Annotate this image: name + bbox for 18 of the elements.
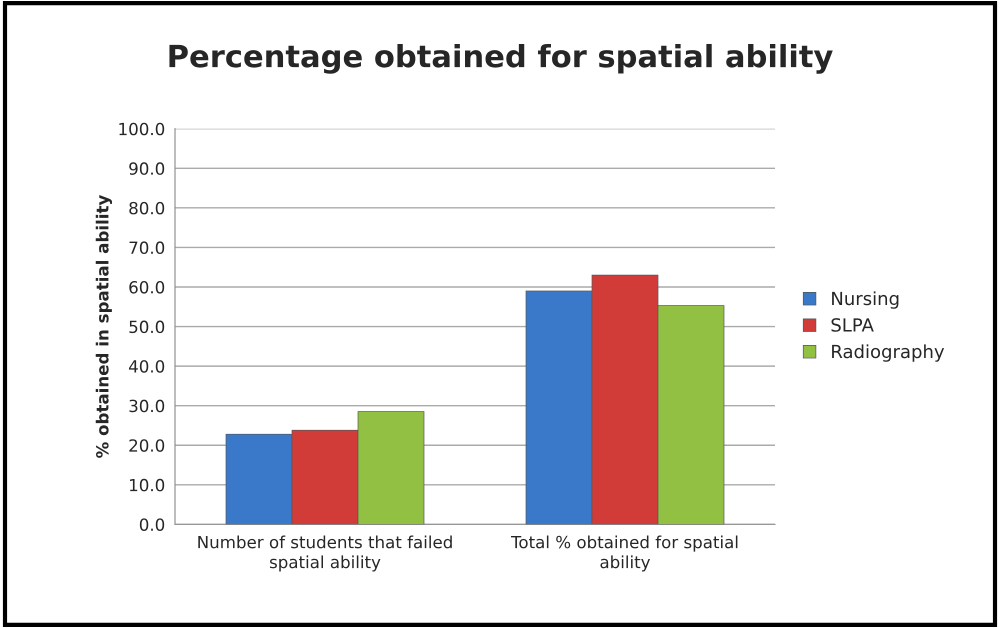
x-tick-label: Total % obtained for spatial ability — [511, 535, 738, 572]
y-tick-label: 0.0 — [140, 518, 164, 531]
y-tick-label: 20.0 — [129, 439, 164, 452]
legend-label: SLPA — [832, 318, 874, 332]
y-tick-label: 60.0 — [129, 280, 164, 294]
y-tick-label: 40.0 — [128, 360, 164, 373]
legend-label: Nursing — [832, 291, 898, 309]
y-tick-label: 100.0 — [119, 122, 164, 136]
y-tick-label: 90.0 — [129, 162, 164, 175]
x-tick-label: Number of students that failed spatial ability — [198, 535, 452, 572]
y-tick-label: 80.0 — [129, 202, 164, 214]
y-tick-label: 70.0 — [130, 241, 164, 254]
chart-title: Percentage obtained for spatial ability — [169, 44, 833, 74]
legend-label: Radiography — [832, 344, 944, 362]
y-tick-label: 30.0 — [129, 400, 164, 412]
y-tick-label: 10.0 — [130, 478, 164, 492]
y-tick-label: 50.0 — [129, 320, 164, 334]
y-axis-title: % obtained in spatial ability — [96, 194, 112, 458]
